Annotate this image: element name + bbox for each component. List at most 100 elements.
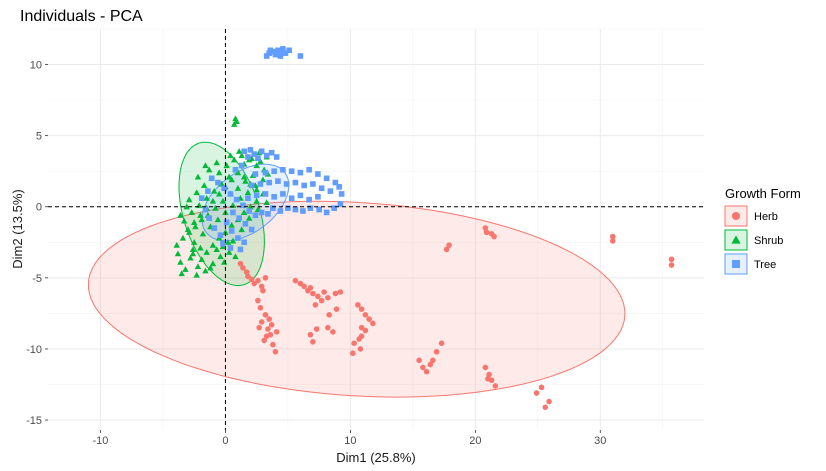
point-tree <box>267 47 274 54</box>
point-tree <box>253 192 260 199</box>
point-herb <box>255 277 261 284</box>
point-tree <box>288 195 295 202</box>
point-herb <box>423 368 430 375</box>
point-tree <box>215 179 221 186</box>
point-tree <box>292 179 299 186</box>
point-tree <box>283 181 290 187</box>
point-tree <box>332 179 339 186</box>
point-herb <box>310 339 316 345</box>
point-herb <box>358 306 365 312</box>
point-shrub <box>235 148 243 154</box>
point-tree <box>238 162 245 169</box>
point-shrub <box>213 159 220 166</box>
point-tree <box>265 211 271 217</box>
point-tree <box>248 226 255 233</box>
series-herb <box>237 225 675 411</box>
point-herb <box>312 302 319 308</box>
point-herb <box>257 304 264 311</box>
point-shrub <box>229 237 237 244</box>
point-tree <box>206 215 212 221</box>
point-tree <box>245 154 251 160</box>
x-tick-label: 0 <box>222 435 228 447</box>
reference-lines <box>48 29 704 430</box>
point-shrub <box>177 258 184 265</box>
point-tree <box>280 46 286 52</box>
point-herb <box>358 333 365 339</box>
point-tree <box>323 175 330 182</box>
point-shrub <box>194 173 202 180</box>
point-tree <box>262 169 269 176</box>
point-tree <box>255 155 261 162</box>
point-shrub <box>228 176 235 183</box>
point-tree <box>337 201 344 207</box>
point-tree <box>316 206 322 213</box>
point-herb <box>366 316 372 322</box>
x-tick-label: 20 <box>469 435 481 447</box>
point-shrub <box>247 203 254 210</box>
point-tree <box>277 208 284 214</box>
point-tree <box>277 53 284 59</box>
point-shrub <box>212 204 219 211</box>
y-tick-label: 10 <box>30 60 42 72</box>
grid-minor <box>48 28 704 430</box>
point-tree <box>306 166 312 173</box>
point-tree <box>248 182 255 189</box>
point-tree <box>331 205 337 211</box>
legend-keys: Herb Shrub Tree <box>724 205 783 275</box>
point-shrub <box>184 226 192 233</box>
point-tree <box>318 185 325 192</box>
point-herb <box>533 390 540 396</box>
point-shrub <box>217 253 224 260</box>
point-shrub <box>185 196 193 203</box>
point-shrub <box>177 212 184 218</box>
point-tree <box>233 196 240 203</box>
point-shrub <box>197 212 204 218</box>
x-axis-title: Dim1 (25.8%) <box>336 450 415 465</box>
point-shrub <box>213 246 220 252</box>
point-shrub <box>238 226 245 233</box>
point-herb <box>492 383 499 389</box>
point-shrub <box>209 197 217 204</box>
point-tree <box>272 51 279 58</box>
point-tree <box>297 169 304 176</box>
point-herb <box>420 364 426 371</box>
y-axis-ticks: -15 -10 -5 0 5 10 <box>26 60 48 427</box>
point-shrub <box>233 118 240 125</box>
point-tree <box>257 181 264 187</box>
legend-key-shrub: Shrub <box>724 229 783 251</box>
y-tick-label: -5 <box>32 273 42 285</box>
point-herb <box>337 289 344 295</box>
point-herb <box>542 404 549 411</box>
point-tree <box>310 181 316 187</box>
point-shrub <box>240 173 248 180</box>
x-tick-label: -10 <box>93 435 109 447</box>
legend: Growth Form Herb Shrub Tree <box>724 186 801 275</box>
point-herb <box>609 233 616 240</box>
point-herb <box>273 329 280 335</box>
point-shrub <box>187 254 194 261</box>
point-herb <box>272 348 279 355</box>
point-herb <box>443 246 450 253</box>
point-shrub <box>197 244 204 251</box>
legend-label: Tree <box>754 259 776 271</box>
y-axis-title: Dim2 (13.5%) <box>10 189 25 268</box>
point-herb <box>416 357 422 364</box>
point-shrub <box>219 197 227 204</box>
point-tree <box>228 228 235 234</box>
point-tree <box>275 47 281 54</box>
point-tree <box>211 225 217 231</box>
point-tree <box>227 191 234 197</box>
point-herb <box>332 290 339 297</box>
point-shrub <box>238 152 245 159</box>
point-herb <box>357 346 364 352</box>
point-tree <box>273 154 280 160</box>
point-tree <box>245 195 251 202</box>
point-tree <box>223 219 230 226</box>
point-shrub <box>225 173 233 180</box>
point-shrub <box>215 190 223 197</box>
point-shrub <box>253 197 260 204</box>
point-shrub <box>234 185 242 191</box>
point-herb <box>351 340 357 347</box>
